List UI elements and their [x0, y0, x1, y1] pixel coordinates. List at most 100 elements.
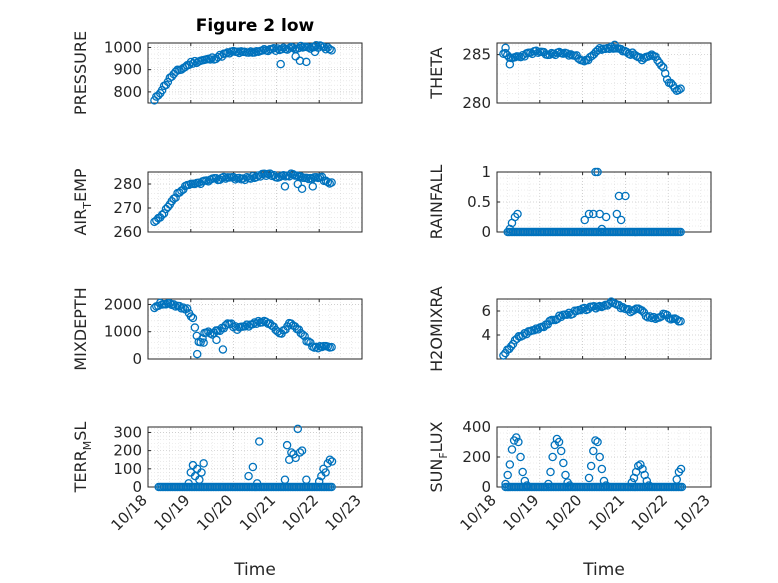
- data-point: [296, 172, 306, 181]
- data-point: [676, 317, 685, 326]
- y-axis-label-tail: SL: [71, 422, 90, 441]
- y-tick-label: 1: [481, 163, 491, 181]
- data-point: [188, 313, 198, 323]
- data-point: [207, 53, 217, 62]
- y-tick-label: 100: [113, 460, 142, 478]
- data-point: [184, 479, 193, 488]
- data-point: [258, 318, 267, 327]
- y-tick-label: 1000: [104, 323, 142, 341]
- data-point: [531, 46, 541, 56]
- data-point: [545, 50, 554, 59]
- data-point: [327, 342, 336, 352]
- data-point: [659, 63, 668, 72]
- data-point: [518, 467, 527, 477]
- data-point: [614, 191, 624, 201]
- data-point: [513, 209, 522, 219]
- data-point: [212, 335, 221, 345]
- data-point: [593, 45, 603, 55]
- data-point: [597, 464, 607, 474]
- data-point: [293, 179, 303, 189]
- data-point: [672, 315, 682, 324]
- data-point: [271, 46, 281, 55]
- data-point: [676, 84, 685, 93]
- axes-sun-flux: 0 200 400 SUNFLUX 10/18 10/19 10/20 10/21 10/22 1…: [427, 418, 714, 580]
- data-point: [325, 455, 335, 464]
- y-axis-label: THETA: [427, 47, 446, 99]
- y-tick-label: 2000: [104, 295, 142, 313]
- data-point: [518, 331, 527, 340]
- data-point: [319, 42, 329, 52]
- axes-frame: [147, 171, 363, 233]
- data-point: [327, 178, 336, 187]
- data-point: [580, 56, 589, 66]
- data-point: [294, 43, 304, 53]
- data-point: [591, 436, 600, 445]
- data-point: [161, 204, 171, 214]
- axes-frame: [496, 298, 712, 360]
- data-point: [308, 182, 318, 191]
- x-tick-label: 10/20: [542, 491, 585, 534]
- data-point: [546, 467, 555, 477]
- y-axis-label: RAINFALL: [427, 165, 446, 240]
- data-point: [242, 320, 252, 329]
- data-point: [327, 457, 337, 466]
- y-tick-label: 200: [113, 442, 142, 460]
- data-point: [672, 475, 682, 484]
- data-point: [310, 47, 320, 57]
- data-point: [327, 482, 336, 492]
- axes-theta: 280 285 THETA: [427, 40, 712, 112]
- data-point: [505, 460, 515, 469]
- data-point: [218, 345, 228, 354]
- data-point: [240, 322, 250, 331]
- x-tick-label: 10/23: [322, 491, 365, 534]
- data-point: [548, 452, 557, 462]
- data-point: [282, 440, 292, 450]
- data-point: [206, 55, 215, 64]
- data-point: [556, 446, 566, 456]
- data-point: [221, 49, 230, 58]
- data-point: [520, 476, 530, 486]
- axes-air-temp: 260 270 280 AIRTEMP: [71, 168, 363, 241]
- data-point: [248, 462, 258, 472]
- data-point: [163, 202, 173, 212]
- y-tick-label: 0: [481, 478, 491, 496]
- data-point: [512, 433, 521, 442]
- data-point: [580, 215, 589, 225]
- data-point: [676, 227, 685, 237]
- data-point: [499, 351, 508, 360]
- y-tick-label: 300: [113, 423, 142, 441]
- data-point: [597, 224, 607, 234]
- data-point: [599, 476, 609, 486]
- x-tick-label: 10/21: [585, 491, 628, 534]
- data-point: [589, 446, 598, 456]
- data-point: [562, 310, 572, 319]
- y-tick-label: 0.5: [467, 193, 491, 211]
- y-axis-label: PRESSURE: [71, 31, 90, 115]
- y-axis-label: H2OMIXRA: [427, 286, 446, 372]
- data-point: [293, 424, 303, 434]
- data-point: [621, 191, 630, 201]
- data-point: [505, 60, 515, 69]
- y-tick-label: 400: [462, 418, 491, 436]
- data-point: [565, 481, 575, 490]
- y-axis-label-subscript: M: [81, 441, 94, 451]
- data-point: [676, 464, 686, 474]
- data-point: [297, 446, 307, 455]
- x-axis-label: Time: [233, 560, 276, 580]
- axes-frame: [147, 298, 363, 360]
- data-point: [562, 49, 572, 58]
- axes-frame: [147, 42, 363, 104]
- data-point: [169, 300, 178, 309]
- data-point: [188, 59, 198, 68]
- data-point: [182, 304, 192, 313]
- data-point: [259, 169, 269, 178]
- data-point: [642, 476, 652, 486]
- y-axis-label-tail: LUX: [427, 421, 446, 452]
- data-point: [215, 50, 225, 60]
- data-point: [221, 174, 230, 183]
- data-point: [644, 481, 654, 490]
- data-point: [291, 52, 300, 61]
- y-tick-label: 900: [113, 61, 142, 79]
